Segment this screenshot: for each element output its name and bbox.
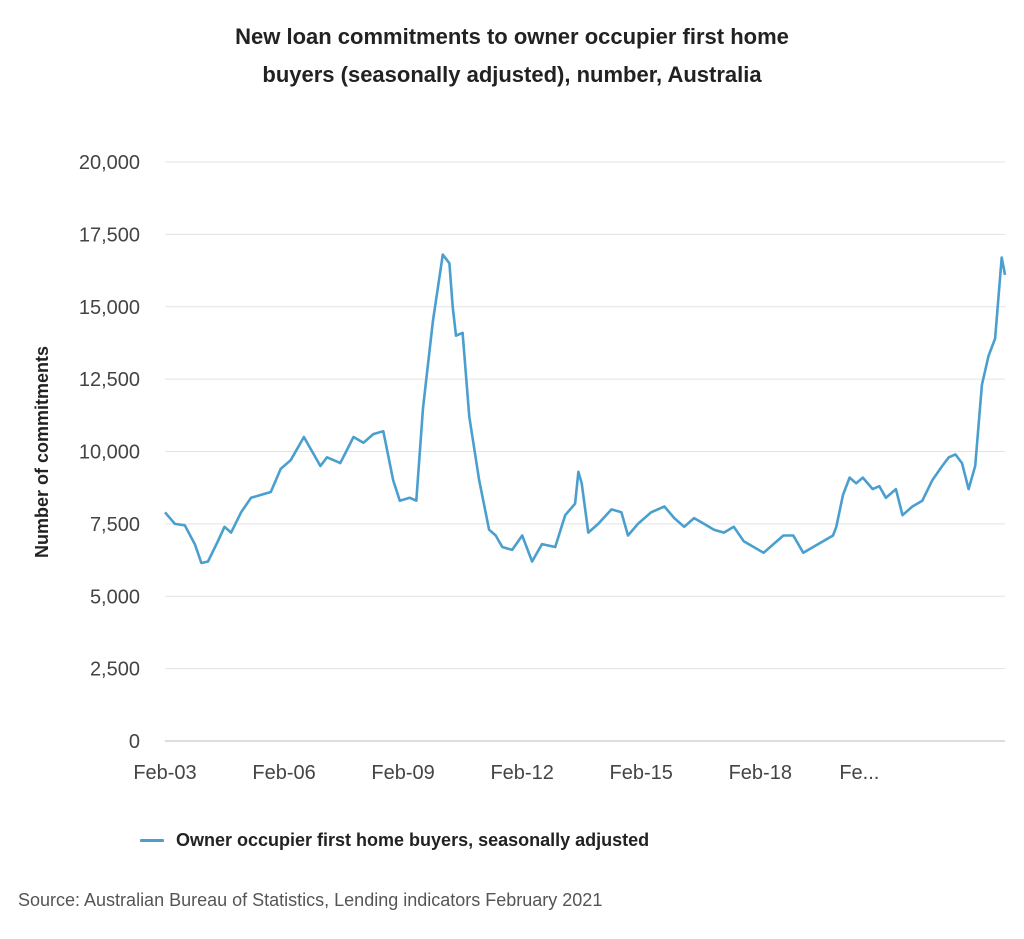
y-tick-label: 20,000 [79, 152, 140, 174]
series-group [164, 253, 1007, 565]
legend-label: Owner occupier first home buyers, season… [176, 830, 650, 850]
source-note: Source: Australian Bureau of Statistics,… [18, 890, 603, 910]
y-tick-label: 15,000 [79, 297, 140, 319]
legend[interactable]: Owner occupier first home buyers, season… [140, 830, 649, 851]
x-tick-label: Feb-12 [490, 762, 553, 784]
y-tick-label: 5,000 [90, 586, 140, 608]
x-tick-label: Fe... [839, 762, 879, 784]
y-tick-label: 12,500 [79, 369, 140, 391]
chart-title-line-2: buyers (seasonally adjusted), number, Au… [262, 62, 762, 87]
y-axis-ticks: 0 2,500 5,000 7,500 10,000 12,500 15,000 17,500… [79, 152, 140, 753]
y-axis-label: Number of commitments [32, 346, 52, 558]
chart-title: New loan commitments to owner occupier f… [112, 18, 912, 94]
y-tick-label: 7,500 [90, 514, 140, 536]
y-tick-label: 17,500 [79, 224, 140, 246]
x-tick-label: Feb-15 [610, 762, 673, 784]
grid-lines [165, 161, 1005, 670]
x-tick-label: Feb-06 [252, 762, 315, 784]
x-axis-ticks: Feb-03 Feb-06 Feb-09 Feb-12 Feb-15 Feb-18 Fe..… [133, 762, 879, 784]
y-tick-label: 0 [129, 731, 140, 753]
line-chart: 0 2,500 5,000 7,500 10,000 12,500 15,000 17,500… [32, 152, 1007, 784]
chart-title-line-1: New loan commitments to owner occupier f… [235, 24, 789, 49]
x-tick-label: Feb-18 [729, 762, 792, 784]
x-tick-label: Feb-09 [371, 762, 434, 784]
y-tick-label: 2,500 [90, 659, 140, 681]
legend-swatch [140, 839, 164, 842]
x-tick-label: Feb-03 [133, 762, 196, 784]
y-tick-label: 10,000 [79, 442, 140, 464]
series-line[interactable] [164, 253, 1007, 565]
